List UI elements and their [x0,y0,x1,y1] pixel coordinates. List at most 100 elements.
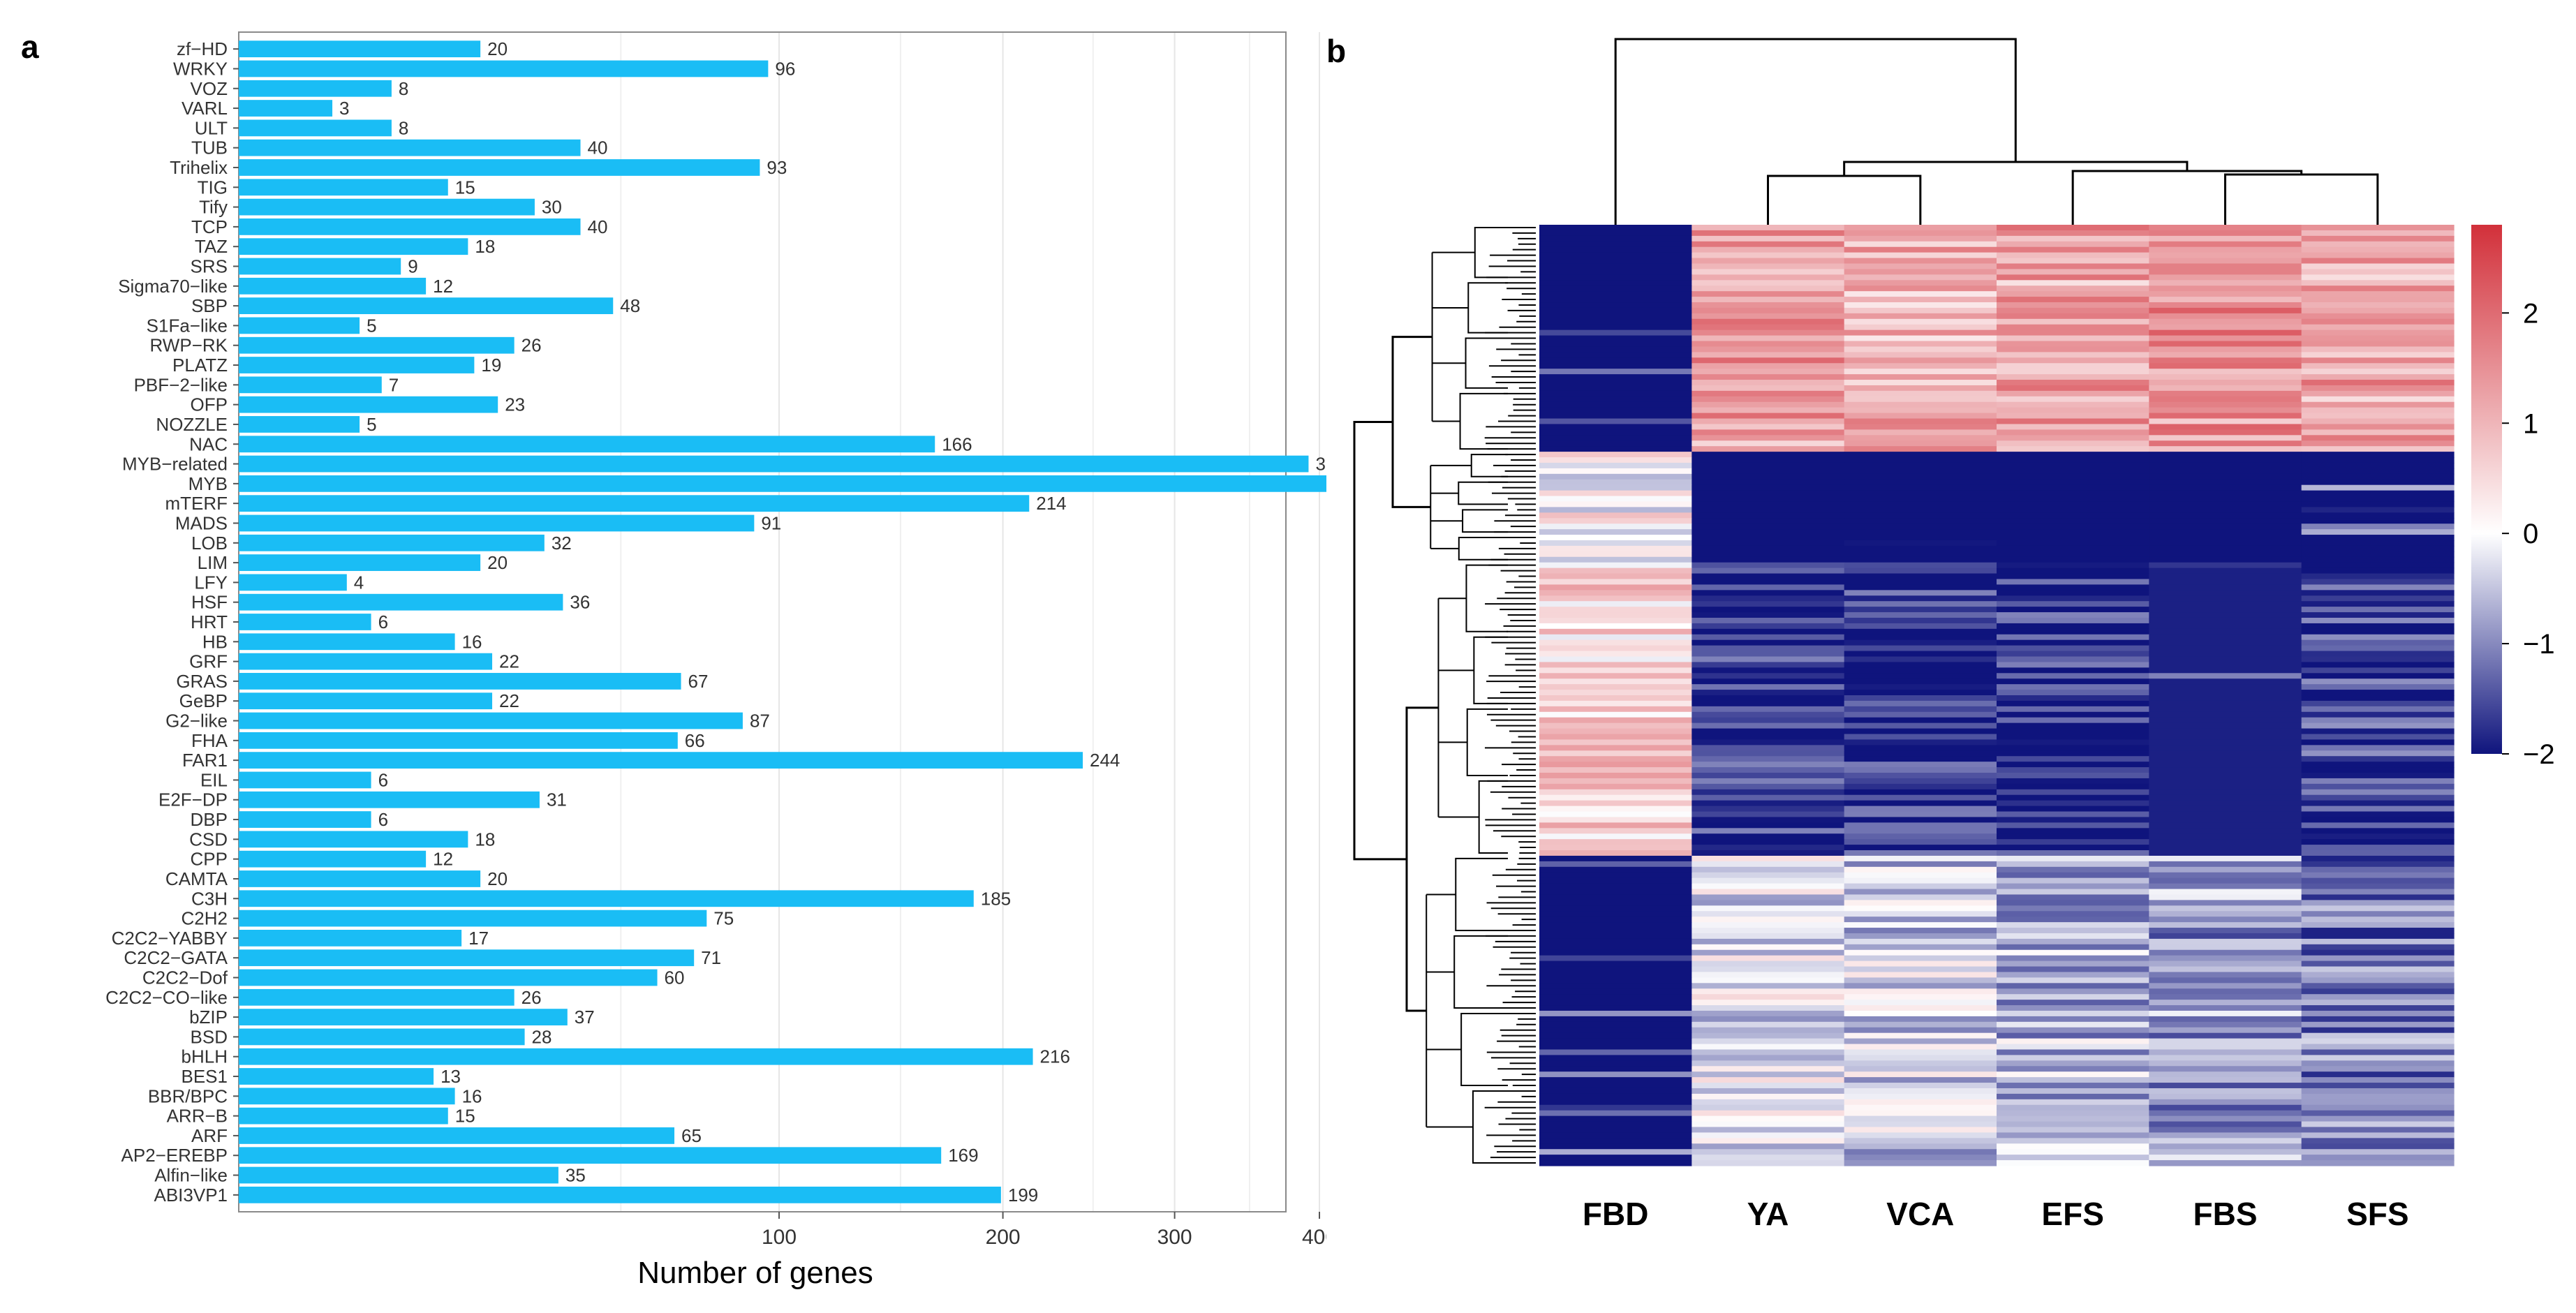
heatmap-cell [1844,866,1997,873]
heatmap-cell [2301,607,2455,613]
heatmap-cell [2301,656,2455,663]
heatmap-cell [1997,651,2149,658]
heatmap-cell [2301,413,2455,420]
heatmap-cell [1997,568,2149,574]
heatmap-cell [1844,562,1997,569]
bar-value-label: 8 [399,78,408,99]
category-label: S1Fa−like [147,315,228,336]
heatmap-cell [2301,1143,2455,1150]
heatmap-cell [2301,883,2455,890]
heatmap-cell [1539,562,1692,569]
heatmap-cell [2149,374,2302,380]
heatmap-cell [2149,883,2302,890]
heatmap-cell [1539,623,1692,630]
heatmap-cell [1539,363,1692,369]
heatmap-cell [2301,855,2455,862]
heatmap-cell [2149,839,2302,845]
heatmap-cell [2149,1049,2302,1056]
heatmap-cell [2301,490,2455,497]
heatmap-cell [1692,1021,1845,1028]
heatmap-cell [1844,258,1997,265]
heatmap-cell [2301,341,2455,348]
heatmap-cell [1844,944,1997,951]
heatmap-cell [2301,623,2455,630]
heatmap-cell [2301,401,2455,408]
heatmap-cell [2301,894,2455,900]
heatmap-cell [1539,318,1692,325]
heatmap-cell [1997,507,2149,513]
heatmap-cell [1844,717,1997,724]
heatmap-cell [1997,839,2149,845]
heatmap-cell [2149,1060,2302,1067]
heatmap-cell [2301,800,2455,807]
heatmap-cell [1997,607,2149,613]
heatmap-cell [1997,225,2149,231]
heatmap-cell [1692,700,1845,707]
bar [239,593,563,611]
panel-a-bar-chart: a 20 zf−HD 96 WRKY 8 VOZ 3 VARL 8 ULT 40 TUB 93 Trihe… [21,29,1465,1290]
heatmap-cell [1539,767,1692,773]
heatmap-cell [2301,922,2455,928]
heatmap-cell [1844,988,1997,995]
heatmap-cell [1539,457,1692,463]
heatmap-cell [1539,734,1692,741]
heatmap-cell [1539,684,1692,690]
heatmap-cell [2301,900,2455,906]
heatmap-cell [2149,473,2302,480]
category-label: FHA [191,730,228,751]
heatmap-cell [1997,556,2149,563]
heatmap-cell [2149,872,2302,879]
heatmap-cell [1844,949,1997,956]
heatmap-cell [2149,1138,2302,1144]
row-dendrogram-link [1405,706,1439,1012]
heatmap-cell [1997,700,2149,707]
heatmap-cell [1692,822,1845,829]
heatmap-cell [1997,750,2149,757]
bar-value-label: 48 [620,295,640,316]
heatmap-cell [2149,972,2302,978]
heatmap-cell [2301,1083,2455,1089]
heatmap-cell [1692,717,1845,724]
heatmap-cell [1539,983,1692,989]
category-label: HRT [191,611,228,632]
heatmap-cell [1997,1049,2149,1056]
heatmap-cell [1844,357,1997,364]
heatmap-cell [1844,235,1997,242]
heatmap-cell [1539,418,1692,425]
bar [239,752,1083,769]
heatmap-cell [2149,595,2302,602]
bar-value-label: 67 [688,671,709,692]
heatmap-cell [2149,363,2302,369]
heatmap-cell [1692,778,1845,785]
heatmap-cell [1997,352,2149,358]
heatmap-cell [1692,706,1845,713]
bar [239,910,707,927]
heatmap-cell [1997,341,2149,348]
heatmap-cell [1692,235,1845,242]
heatmap-cell [2149,307,2302,314]
heatmap-cell [1844,1066,1997,1072]
heatmap-cell [1692,667,1845,674]
heatmap-cell [2149,794,2302,801]
bar [239,574,347,591]
heatmap-cell [1692,424,1845,430]
heatmap-cell [1692,1104,1845,1111]
heatmap-cell [1539,778,1692,785]
heatmap-cell [2149,778,2302,785]
heatmap-cell [1844,390,1997,397]
heatmap-cell [1844,1088,1997,1095]
heatmap-cell [2149,845,2302,851]
heatmap-cell [1692,917,1845,923]
heatmap-cell [1539,861,1692,868]
category-label: TUB [191,138,228,158]
heatmap-cell [2301,690,2455,696]
heatmap-cell [1692,656,1845,663]
heatmap-cell [1692,894,1845,900]
heatmap-cell [2301,595,2455,602]
heatmap-cell [2149,806,2302,813]
heatmap-cell [2301,280,2455,286]
heatmap-cell [1997,1027,2149,1034]
category-label: MADS [175,512,228,533]
heatmap-cell [2149,833,2302,840]
heatmap-cell [2301,584,2455,591]
